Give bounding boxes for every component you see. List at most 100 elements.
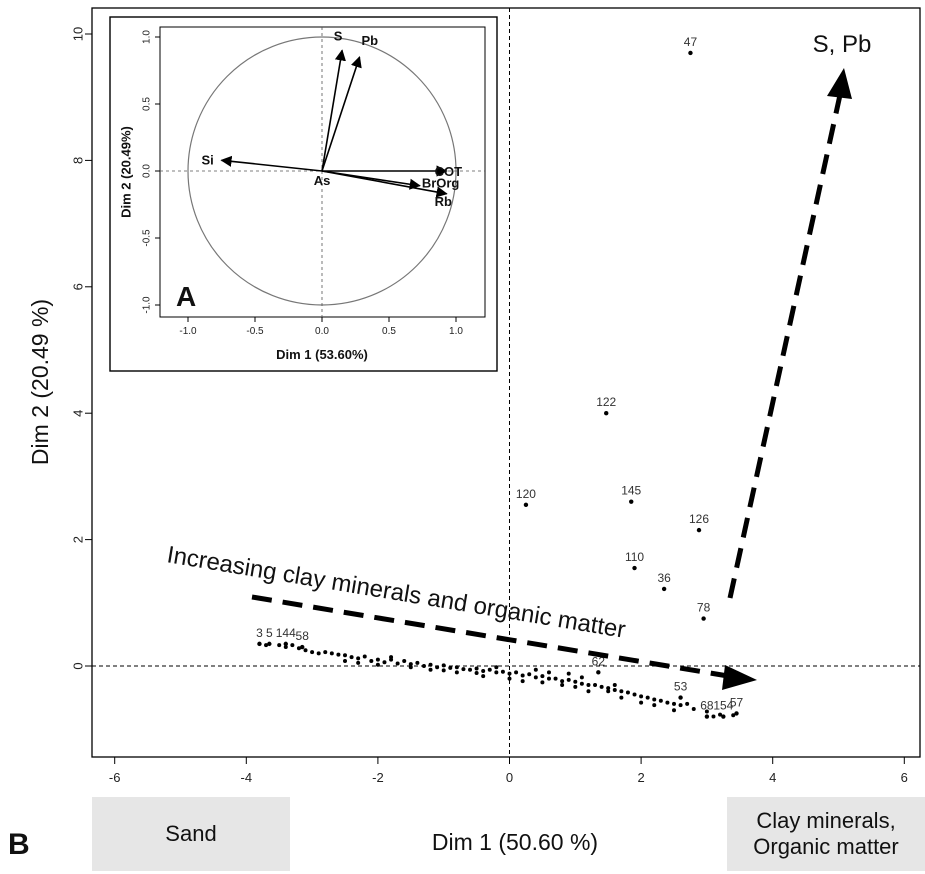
data-point <box>421 664 426 668</box>
x-tick-label: 4 <box>769 770 776 785</box>
data-point <box>579 681 584 686</box>
point-label: 58 <box>296 629 310 643</box>
inset-y-tick-label: 0.0 <box>142 164 153 178</box>
inset-x-tick-label: 0.0 <box>315 326 329 337</box>
y-axis-title: Dim 2 (20.49 %) <box>27 299 53 465</box>
data-point <box>586 682 591 687</box>
data-point <box>593 682 598 687</box>
data-point <box>481 674 486 679</box>
point-label: 47 <box>684 35 698 49</box>
sand-label-box: Sand <box>92 797 290 871</box>
data-point <box>454 665 459 670</box>
y-tick-label: 2 <box>71 536 86 543</box>
point-label: 122 <box>596 395 616 409</box>
y-tick-label: 6 <box>71 283 86 290</box>
data-point <box>474 666 479 671</box>
data-point <box>612 688 617 693</box>
labeled-data-point <box>604 411 609 416</box>
data-point <box>612 682 617 687</box>
point-label: 144 <box>276 626 296 640</box>
data-point <box>316 651 321 656</box>
point-label: 110 <box>625 550 644 564</box>
inset-x-tick-label: -1.0 <box>179 326 197 337</box>
variable-vector-label: Pb <box>362 33 379 48</box>
data-point <box>395 661 400 666</box>
data-point <box>415 660 420 665</box>
plot-frame <box>91 7 921 758</box>
x-tick-label: 6 <box>901 770 908 785</box>
data-point <box>375 662 380 667</box>
data-point <box>691 706 696 711</box>
variable-vector <box>321 49 346 172</box>
point-label: 53 <box>674 680 688 694</box>
data-point <box>310 650 315 655</box>
y-tick-label: 8 <box>71 157 86 164</box>
data-point <box>343 653 347 658</box>
data-point <box>474 670 479 675</box>
inset-y-tick-label: -0.5 <box>142 229 153 247</box>
data-point <box>573 684 578 689</box>
data-point <box>685 701 690 706</box>
data-point <box>514 670 519 675</box>
data-point <box>645 695 650 700</box>
labeled-data-point <box>632 565 637 571</box>
point-label: 126 <box>689 512 709 526</box>
data-point <box>349 655 354 660</box>
data-point <box>665 700 670 705</box>
labeled-data-point <box>688 50 693 56</box>
labeled-data-point <box>678 695 683 700</box>
point-label: 5 <box>266 626 273 640</box>
variable-vector <box>321 170 448 198</box>
point-label: 68 <box>700 699 714 713</box>
data-point <box>540 674 545 679</box>
inset-x-tick-label: -0.5 <box>246 326 264 337</box>
data-point <box>481 669 486 674</box>
labeled-data-point <box>257 641 262 647</box>
y-tick-label: 4 <box>71 410 86 417</box>
variable-vector <box>220 155 323 172</box>
inset-variable-plot: -1.0 -0.5 0.0 0.5 1.0 -1.0 -0.5 0.0 0.5 1.0 Dim 1 … <box>109 16 498 372</box>
labeled-data-point <box>721 714 726 719</box>
variable-vector-label: As <box>314 173 331 188</box>
data-point <box>711 714 716 719</box>
inset-outer-frame <box>109 16 498 372</box>
data-point <box>375 657 380 662</box>
x-tick-label: -4 <box>241 770 253 785</box>
data-point <box>672 708 676 713</box>
data-point <box>494 670 499 675</box>
labeled-data-point <box>267 641 272 647</box>
labeled-data-point <box>734 711 739 716</box>
clay-trend-arrow-shaft <box>251 594 729 679</box>
data-point <box>448 665 453 670</box>
data-point <box>290 643 295 648</box>
data-point <box>606 689 611 694</box>
data-point <box>343 658 347 663</box>
panel-a-label: A <box>176 281 196 312</box>
data-point <box>639 694 644 699</box>
labeled-data-point <box>629 499 634 504</box>
data-point <box>356 660 361 665</box>
inset-y-tick-label: -1.0 <box>142 296 153 314</box>
clay-minerals-label-box: Clay minerals, Organic matter <box>727 797 925 871</box>
data-point <box>586 689 591 694</box>
labeled-data-point <box>696 527 702 533</box>
data-point <box>606 686 611 691</box>
clay-trend-annotation: Increasing clay minerals and organic mat… <box>165 541 627 643</box>
data-point <box>533 675 538 680</box>
x-tick-label: 0 <box>506 770 513 785</box>
inset-x-axis-title: Dim 1 (53.60%) <box>276 347 368 362</box>
data-point <box>553 676 558 681</box>
sulfur-lead-annotation: S, Pb <box>813 31 872 58</box>
data-point <box>619 689 624 694</box>
inset-y-tick-label: 1.0 <box>142 30 153 44</box>
point-label: 78 <box>697 601 711 615</box>
data-point <box>573 679 578 684</box>
data-point <box>546 676 551 681</box>
data-point <box>632 692 637 697</box>
x-tick-label: -6 <box>109 770 121 785</box>
data-point <box>560 682 565 687</box>
data-point <box>639 700 644 705</box>
data-point <box>658 698 663 703</box>
data-point <box>652 703 657 708</box>
